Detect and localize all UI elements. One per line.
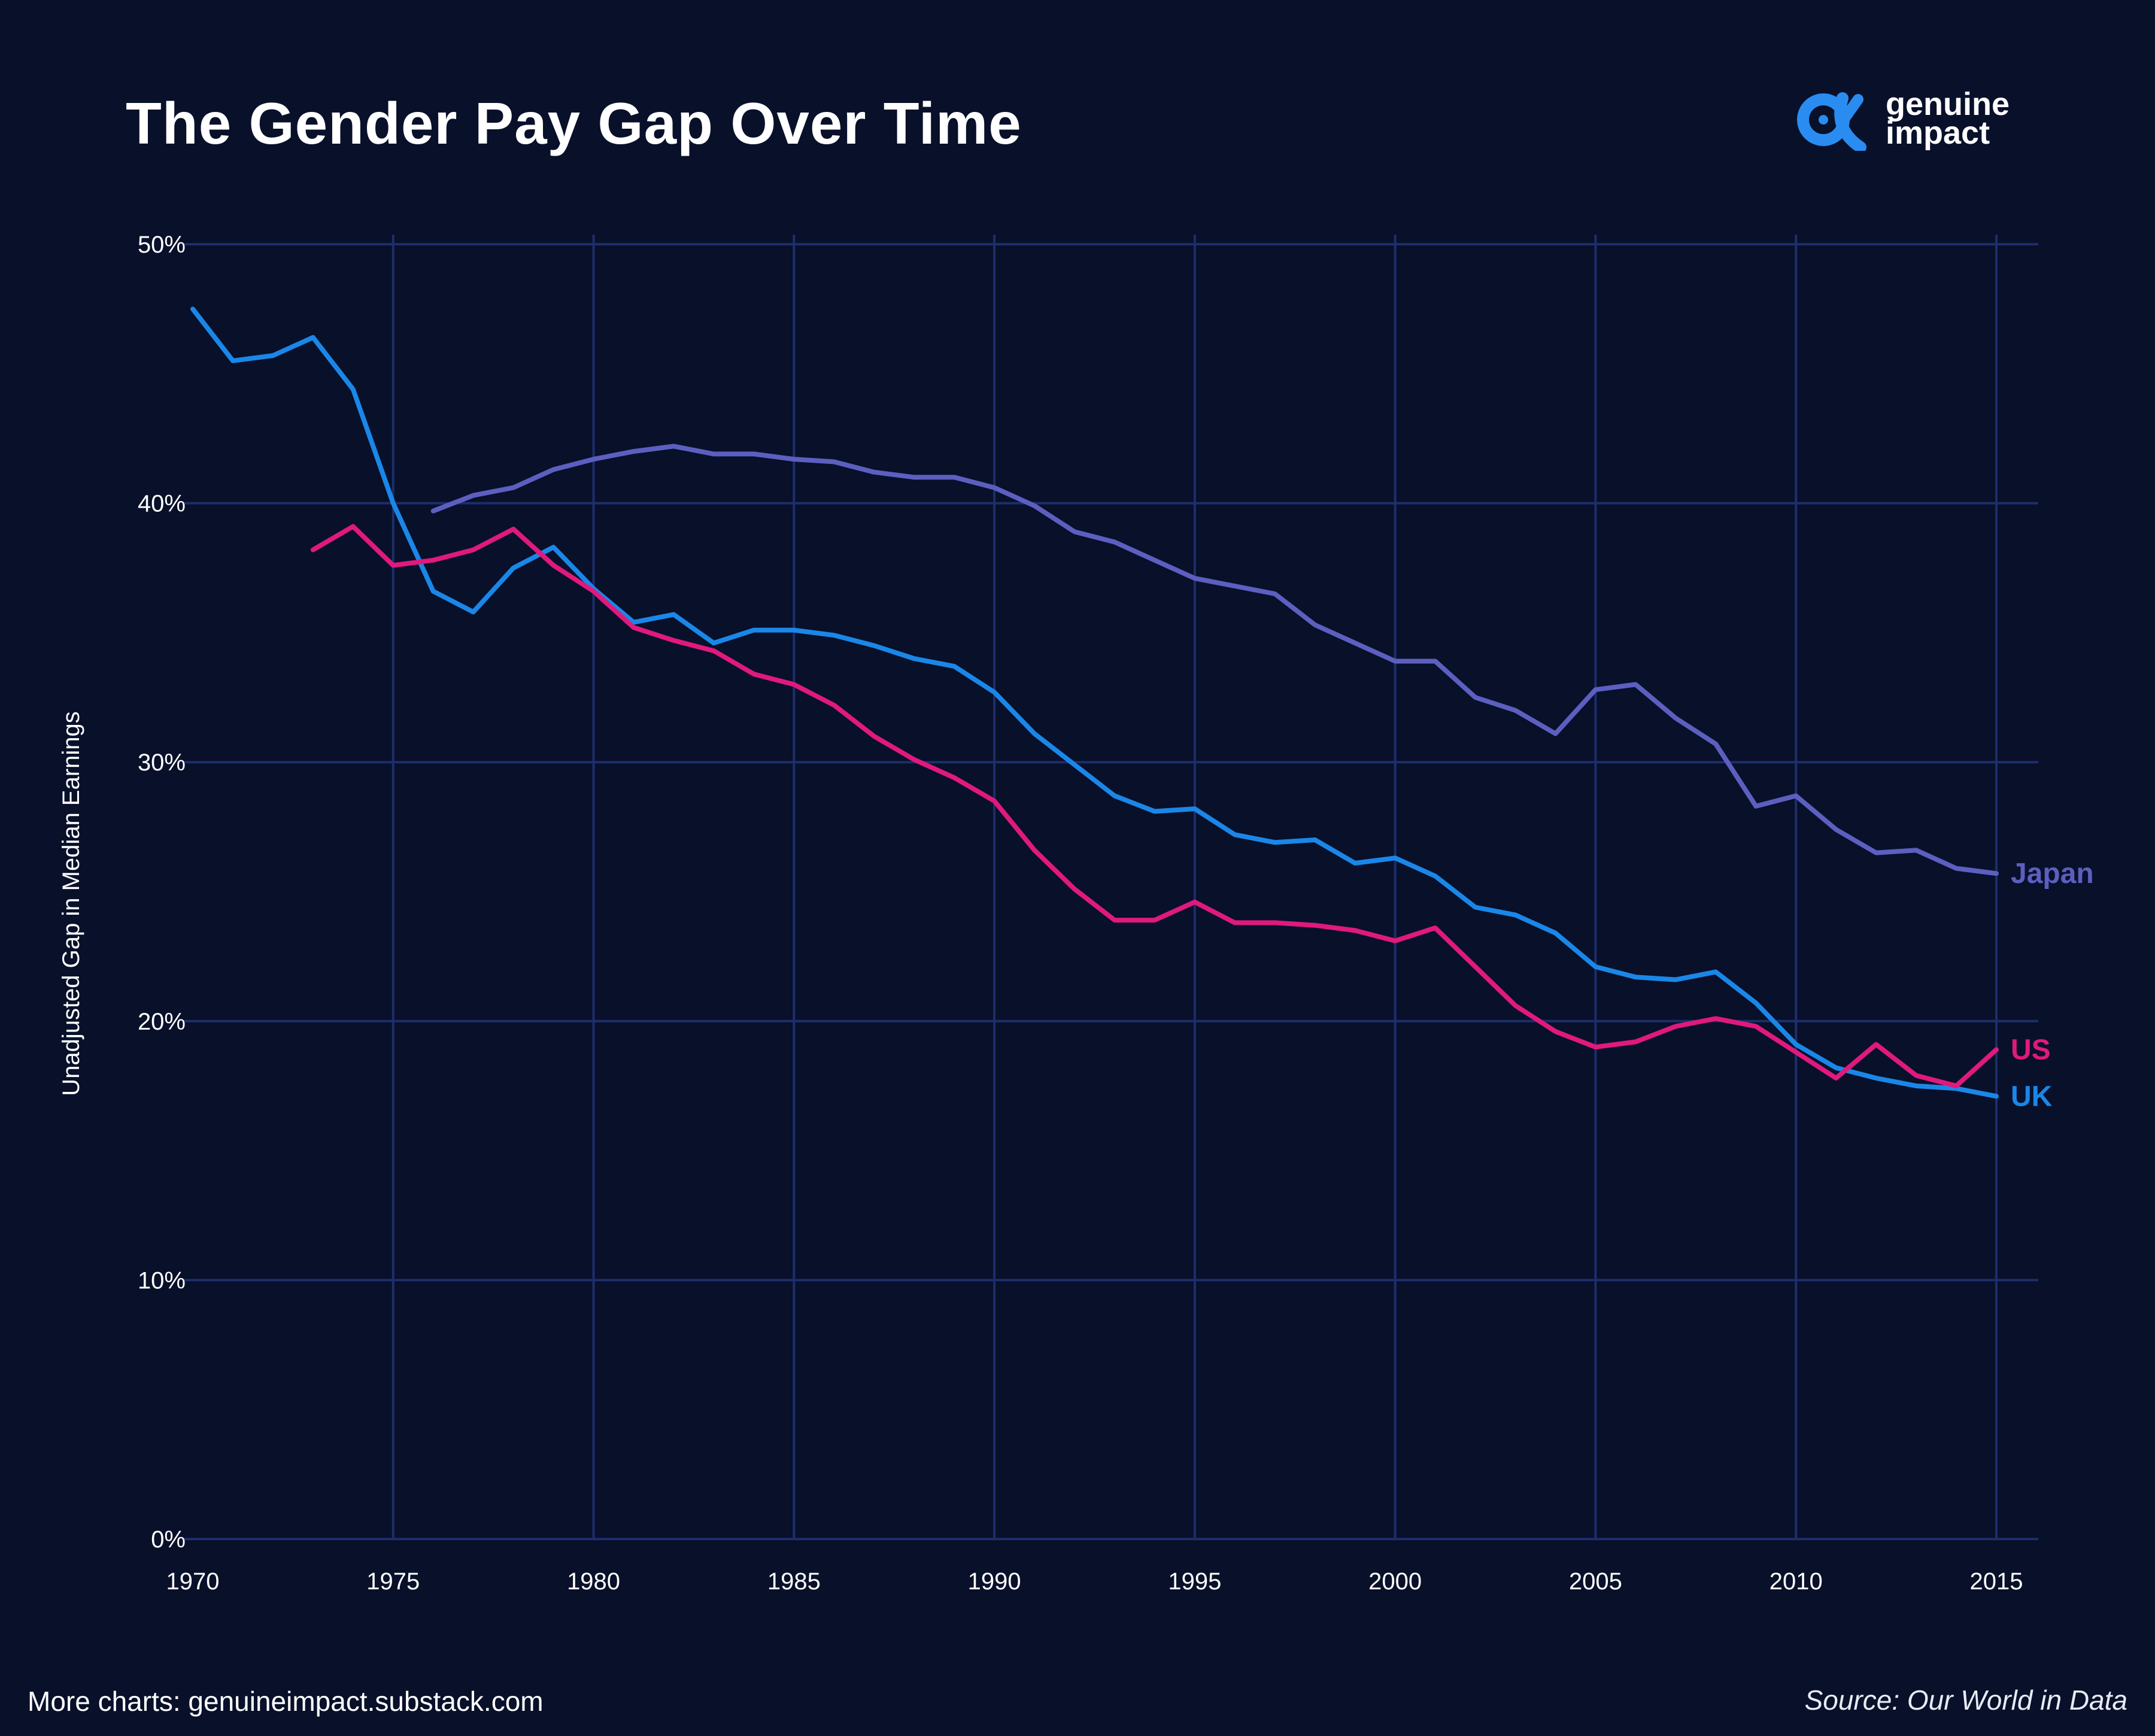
y-tick-label: 10% [138, 1267, 186, 1294]
series-label-layer: Japan US UK [2011, 858, 2094, 1112]
brand-logo: genuine impact [1796, 86, 2023, 156]
brand-name-line2: impact [1886, 115, 1990, 151]
y-axis-title: Unadjusted Gap in Median Earnings [58, 711, 84, 1096]
x-tick-label: 1995 [1168, 1568, 1221, 1595]
more-charts-link[interactable]: More charts: genuineimpact.substack.com [28, 1686, 544, 1717]
source-note: Source: Our World in Data [1804, 1685, 2127, 1716]
series-label-us: US [2011, 1034, 2051, 1066]
brand-name-line1: genuine [1886, 86, 2010, 122]
axis-layer: 0% 10% 20% 30% 40% 50% 1970 1975 1980 1985 1990 199… [58, 232, 2023, 1595]
y-tick-label: 20% [138, 1009, 186, 1035]
y-tick-label: 50% [138, 232, 186, 258]
chart-title: The Gender Pay Gap Over Time [126, 90, 1022, 156]
y-tick-label: 0% [151, 1526, 186, 1553]
x-tick-label: 2000 [1368, 1568, 1422, 1595]
x-tick-label: 1990 [968, 1568, 1021, 1595]
series-line-us [310, 524, 1999, 1088]
genuine-impact-logo-icon [1797, 92, 1866, 151]
grid-layer [184, 235, 2038, 1540]
y-tick-label: 40% [138, 491, 186, 517]
x-tick-label: 1975 [366, 1568, 420, 1595]
series-layer [190, 306, 1999, 1099]
x-tick-label: 2010 [1769, 1568, 1823, 1595]
x-tick-label: 1970 [166, 1568, 220, 1595]
series-line-uk [190, 306, 1999, 1099]
series-line-japan [430, 444, 1999, 876]
series-label-japan: Japan [2011, 858, 2094, 890]
x-tick-label: 2005 [1569, 1568, 1622, 1595]
x-tick-label: 2015 [1970, 1568, 2023, 1595]
series-label-uk: UK [2011, 1081, 2053, 1112]
x-tick-label: 1980 [567, 1568, 620, 1595]
y-tick-label: 30% [138, 749, 186, 776]
x-tick-label: 1985 [767, 1568, 821, 1595]
